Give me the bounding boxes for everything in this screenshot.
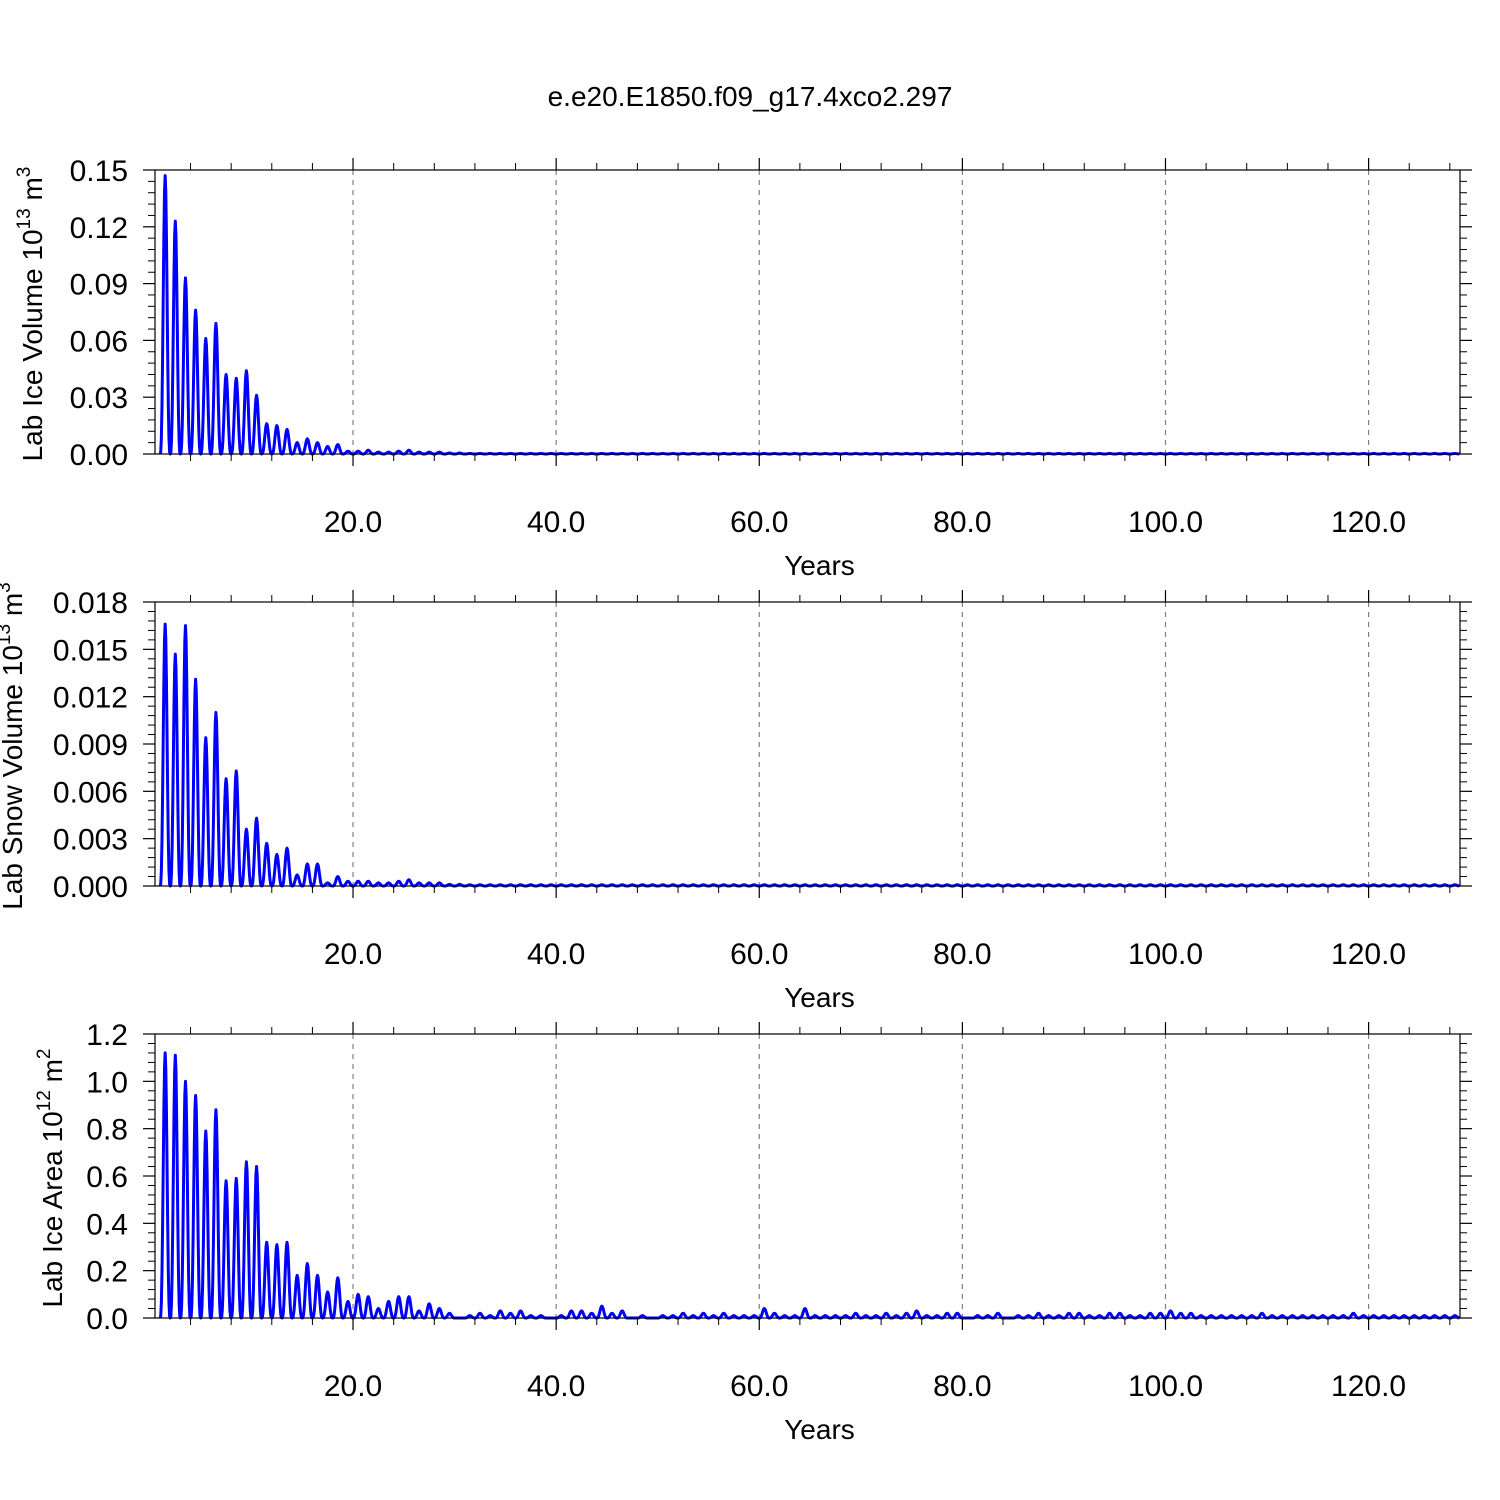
plot-frame [154,1033,1461,1319]
y-tick-label: 0.8 [86,1114,128,1147]
y-tick-label: 0.018 [53,587,128,620]
x-tick-label: 20.0 [324,1370,382,1403]
plot-frame [154,169,1461,455]
y-tick-label: 0.4 [86,1208,128,1241]
y-axis-label: Lab Ice Area 1012 m2 [34,1049,68,1308]
y-tick-label: 0.03 [70,382,128,415]
x-tick-label: 80.0 [933,1370,991,1403]
y-axis-label: Lab Snow Volume 1013 m3 [0,582,28,909]
y-tick-label: 0.00 [70,439,128,472]
x-axis-label: Years [784,1414,855,1445]
x-tick-label: 40.0 [527,1370,585,1403]
x-tick-label: 20.0 [324,506,382,539]
series-line [158,1051,1461,1320]
x-tick-label: 60.0 [730,938,788,971]
x-tick-label: 120.0 [1331,938,1406,971]
y-tick-label: 0.015 [53,634,128,667]
panel-3: 20.0 40.0 60.0 80.0 100.0 120.0 0.0 0.2 0.4 0.6 0.… [34,1019,1472,1445]
y-tick-label: 0.006 [53,776,128,809]
series-line [158,174,1461,456]
x-tick-label: 120.0 [1331,506,1406,539]
x-tick-label: 20.0 [324,938,382,971]
x-tick-label: 40.0 [527,506,585,539]
panel-1: 20.0 40.0 60.0 80.0 100.0 120.0 0.00 0.03 0.06 0.… [14,155,1472,581]
x-tick-label: 100.0 [1128,506,1203,539]
y-tick-label: 0.003 [53,824,128,857]
y-tick-label: 0.12 [70,212,128,245]
x-tick-label: 60.0 [730,506,788,539]
x-tick-label: 80.0 [933,938,991,971]
x-tick-label: 120.0 [1331,1370,1406,1403]
y-tick-label: 1.0 [86,1066,128,1099]
y-tick-label: 0.012 [53,682,128,715]
x-tick-label: 40.0 [527,938,585,971]
y-tick-label: 0.06 [70,325,128,358]
x-tick-label: 60.0 [730,1370,788,1403]
x-tick-label: 100.0 [1128,938,1203,971]
series-line [158,622,1461,888]
figure-title: e.e20.E1850.f09_g17.4xco2.297 [548,81,953,112]
panel-2: 20.0 40.0 60.0 80.0 100.0 120.0 0.000 0.003 0.00… [0,582,1472,1013]
y-axis-label: Lab Ice Volume 1013 m3 [14,167,48,462]
plot-frame [154,601,1461,887]
x-tick-label: 80.0 [933,506,991,539]
y-tick-label: 0.000 [53,871,128,904]
y-tick-label: 0.2 [86,1256,128,1289]
y-tick-label: 0.09 [70,269,128,302]
x-axis-label: Years [784,982,855,1013]
x-axis-label: Years [784,550,855,581]
y-tick-label: 0.009 [53,729,128,762]
y-tick-label: 0.6 [86,1161,128,1194]
y-tick-label: 0.15 [70,155,128,188]
x-tick-label: 100.0 [1128,1370,1203,1403]
y-tick-label: 0.0 [86,1303,128,1336]
y-tick-label: 1.2 [86,1019,128,1052]
